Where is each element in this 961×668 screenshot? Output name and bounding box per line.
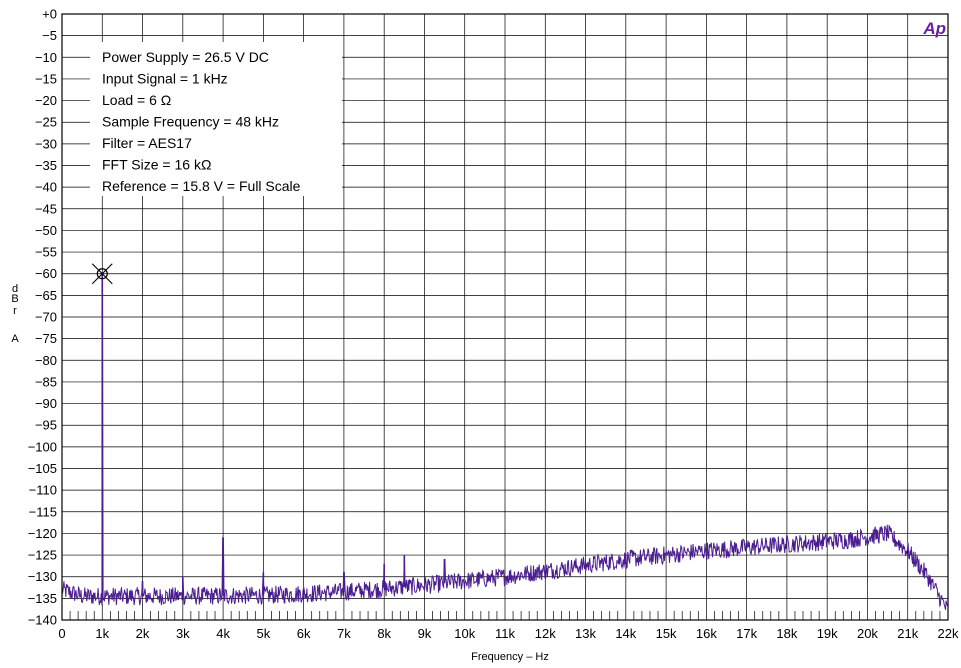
y-tick-label: −95 [35, 418, 57, 433]
y-tick-label: −15 [35, 71, 57, 86]
x-tick-label: 21k [897, 626, 918, 641]
x-axis-label: Frequency – Hz [471, 651, 549, 663]
y-tick-label: −40 [35, 180, 57, 195]
y-axis-label: dBr A [11, 283, 19, 345]
y-tick-label: −115 [29, 504, 57, 519]
y-tick-label: −100 [28, 439, 57, 454]
y-tick-label: −65 [35, 288, 57, 303]
y-tick-label: −60 [35, 266, 57, 281]
x-tick-label: 0 [58, 626, 65, 641]
x-tick-label: 20k [857, 626, 878, 641]
y-tick-label: −20 [35, 93, 57, 108]
y-tick-label: −50 [35, 223, 57, 238]
y-tick-labels: +0 −5 −10 −15 −20 −25 −30 −35 −40 −45 −50 −55 −60 −65… [28, 7, 57, 628]
y-tick-label: +0 [42, 7, 57, 22]
legend-line: FFT Size = 16 kΩ [102, 157, 211, 173]
y-tick-label: −80 [35, 353, 57, 368]
y-tick-label: −25 [35, 115, 57, 130]
legend-line: Sample Frequency = 48 kHz [102, 114, 279, 130]
x-tick-label: 5k [256, 626, 270, 641]
x-tick-label: 8k [377, 626, 391, 641]
x-tick-label: 2k [136, 626, 150, 641]
y-tick-label: −55 [35, 245, 57, 260]
y-tick-label: −30 [35, 136, 57, 151]
y-tick-label: −130 [28, 569, 57, 584]
x-tick-label: 3k [176, 626, 190, 641]
y-tick-label: −35 [35, 158, 57, 173]
x-tick-label: 9k [418, 626, 432, 641]
y-tick-label: −70 [35, 310, 57, 325]
x-tick-label: 7k [337, 626, 351, 641]
y-tick-label: −135 [28, 591, 57, 606]
y-tick-label: −120 [28, 526, 57, 541]
y-tick-label: −125 [28, 548, 57, 563]
x-tick-label: 15k [656, 626, 677, 641]
legend-line: Power Supply = 26.5 V DC [102, 49, 269, 65]
y-tick-label: −105 [28, 461, 57, 476]
cursor-marker [91, 263, 113, 285]
legend-box: Power Supply = 26.5 V DC Input Signal = 1… [90, 42, 342, 196]
ap-logo: Ap [922, 19, 946, 38]
x-tick-label: 18k [776, 626, 797, 641]
marker-circle [96, 268, 108, 280]
x-tick-label: 19k [817, 626, 838, 641]
x-tick-label: 22k [938, 626, 959, 641]
y-tick-label: −45 [35, 201, 57, 216]
marker-cross-b [91, 263, 113, 285]
x-tick-label: 16k [696, 626, 717, 641]
y-axis-label-letter: d [12, 283, 18, 295]
x-tick-label: 6k [297, 626, 311, 641]
x-tick-label: 10k [454, 626, 475, 641]
series-group [61, 273, 949, 610]
y-tick-label: −10 [35, 50, 57, 65]
legend-line: Reference = 15.8 V = Full Scale [102, 178, 301, 194]
x-tick-label: 14k [615, 626, 636, 641]
x-tick-labels: 0 1k 2k 3k 4k 5k 6k 7k 8k 9k 10k 11k 12k 13k 14k 15k 16k… [58, 626, 959, 641]
legend-line: Input Signal = 1 kHz [102, 71, 228, 87]
x-tick-label: 11k [495, 626, 515, 641]
y-tick-label: −75 [35, 331, 57, 346]
x-tick-label: 1k [95, 626, 109, 641]
y-tick-label: −5 [42, 28, 57, 43]
y-tick-label: −110 [29, 483, 57, 498]
y-tick-label: −140 [28, 613, 57, 628]
y-axis-label-letter: A [11, 333, 19, 345]
plot-frame [61, 13, 949, 621]
y-axis-label-letter: r [13, 305, 17, 317]
y-tick-label: −85 [35, 374, 57, 389]
legend-line: Filter = AES17 [102, 135, 192, 151]
x-tick-label: 13k [575, 626, 596, 641]
legend-line: Load = 6 Ω [102, 92, 171, 108]
y-tick-label: −90 [35, 396, 57, 411]
spectrum-series-line [61, 273, 949, 610]
x-tick-label: 17k [736, 626, 757, 641]
x-tick-label: 4k [216, 626, 230, 641]
y-axis-label-letter: B [11, 293, 18, 305]
legend-background [90, 42, 342, 196]
x-minor-ticks [69, 611, 941, 620]
x-tick-label: 12k [535, 626, 556, 641]
